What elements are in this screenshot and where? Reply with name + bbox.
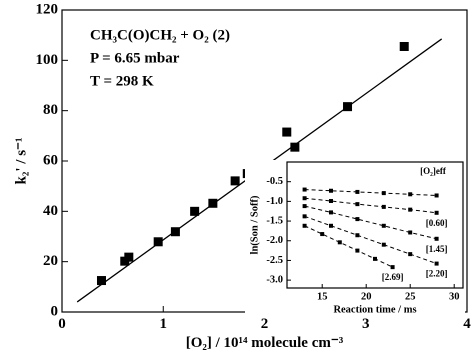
x-tick-label: 25 — [405, 291, 416, 302]
series-line — [304, 189, 437, 196]
series-label: [1.45] — [426, 244, 448, 254]
data-point — [408, 252, 413, 257]
data-point — [381, 204, 386, 209]
data-point — [290, 142, 300, 152]
data-point — [408, 230, 413, 235]
data-point — [230, 176, 240, 186]
x-tick-label: 15 — [317, 291, 328, 302]
data-point — [170, 227, 180, 237]
data-point — [434, 236, 439, 241]
x-tick-label: 3 — [362, 316, 370, 332]
series-line — [304, 215, 437, 265]
data-point — [381, 223, 386, 228]
y-tick-label: -1.0 — [266, 196, 283, 207]
series-line — [304, 197, 437, 214]
data-point — [381, 191, 386, 196]
x-tick-label: 2 — [261, 316, 269, 332]
y-tick-label: 120 — [36, 1, 59, 17]
data-point — [302, 204, 307, 209]
y-tick-label: 40 — [43, 203, 58, 219]
data-point — [434, 193, 439, 198]
y-tick-label: -3.0 — [266, 275, 283, 286]
data-point — [355, 202, 360, 207]
y-tick-label: 0 — [51, 303, 59, 319]
annotation: P = 6.65 mbar — [90, 50, 180, 66]
data-point — [399, 41, 409, 51]
x-tick-label: 20 — [361, 291, 372, 302]
data-point — [329, 223, 333, 228]
annotation: T = 298 K — [90, 73, 154, 89]
data-point — [153, 237, 163, 247]
data-point — [343, 102, 353, 112]
y-tick-label: 80 — [43, 102, 58, 118]
data-point — [329, 188, 333, 193]
annotation: CH₃C(O)CH₂ + O₂ (2) — [90, 27, 230, 43]
series-label: [2.20] — [426, 269, 448, 279]
data-point — [302, 196, 307, 201]
y-tick-label: -2.5 — [266, 255, 283, 266]
y-axis-label: k₂' / s⁻¹ — [13, 138, 29, 185]
series-line — [304, 225, 393, 268]
series-line — [304, 205, 437, 240]
data-point — [434, 210, 439, 215]
y-tick-label: -2.0 — [266, 235, 283, 246]
plot-frame — [286, 161, 464, 289]
series-label: [0.60] — [426, 218, 448, 228]
legend-title: [O₂]eff — [420, 166, 447, 176]
y-tick-label: -0.5 — [266, 176, 283, 187]
data-point — [355, 189, 360, 194]
data-point — [355, 233, 360, 238]
data-point — [329, 198, 333, 203]
x-axis-label: Reaction time / ms — [333, 304, 416, 315]
x-tick-label: 0 — [58, 316, 66, 332]
y-tick-label: 20 — [43, 253, 58, 269]
data-point — [302, 214, 307, 219]
data-point — [373, 256, 377, 261]
x-tick-label: 30 — [449, 291, 460, 302]
data-point — [337, 240, 342, 245]
data-point — [96, 276, 106, 286]
data-point — [381, 242, 386, 247]
data-point — [408, 192, 413, 197]
y-tick-label: -1.5 — [266, 215, 283, 226]
data-point — [190, 206, 200, 216]
data-point — [302, 187, 307, 192]
data-point — [355, 217, 360, 222]
series-label: [2.69] — [382, 272, 404, 282]
y-axis-label: ln(Son / Soff) — [249, 195, 260, 254]
data-point — [355, 248, 360, 253]
x-tick-label: 1 — [160, 316, 168, 332]
data-point — [302, 223, 307, 228]
y-tick-label: 100 — [36, 52, 59, 68]
data-point — [282, 127, 292, 137]
x-tick-label: 4 — [463, 316, 471, 332]
data-point — [434, 261, 439, 266]
data-point — [329, 210, 333, 215]
y-tick-label: 60 — [43, 152, 58, 168]
data-point — [390, 265, 395, 270]
x-axis-label: [O₂] / 10¹⁴ molecule cm⁻³ — [186, 335, 344, 351]
data-point — [124, 252, 134, 262]
data-point — [408, 207, 413, 212]
data-point — [320, 232, 325, 237]
data-point — [208, 198, 218, 208]
